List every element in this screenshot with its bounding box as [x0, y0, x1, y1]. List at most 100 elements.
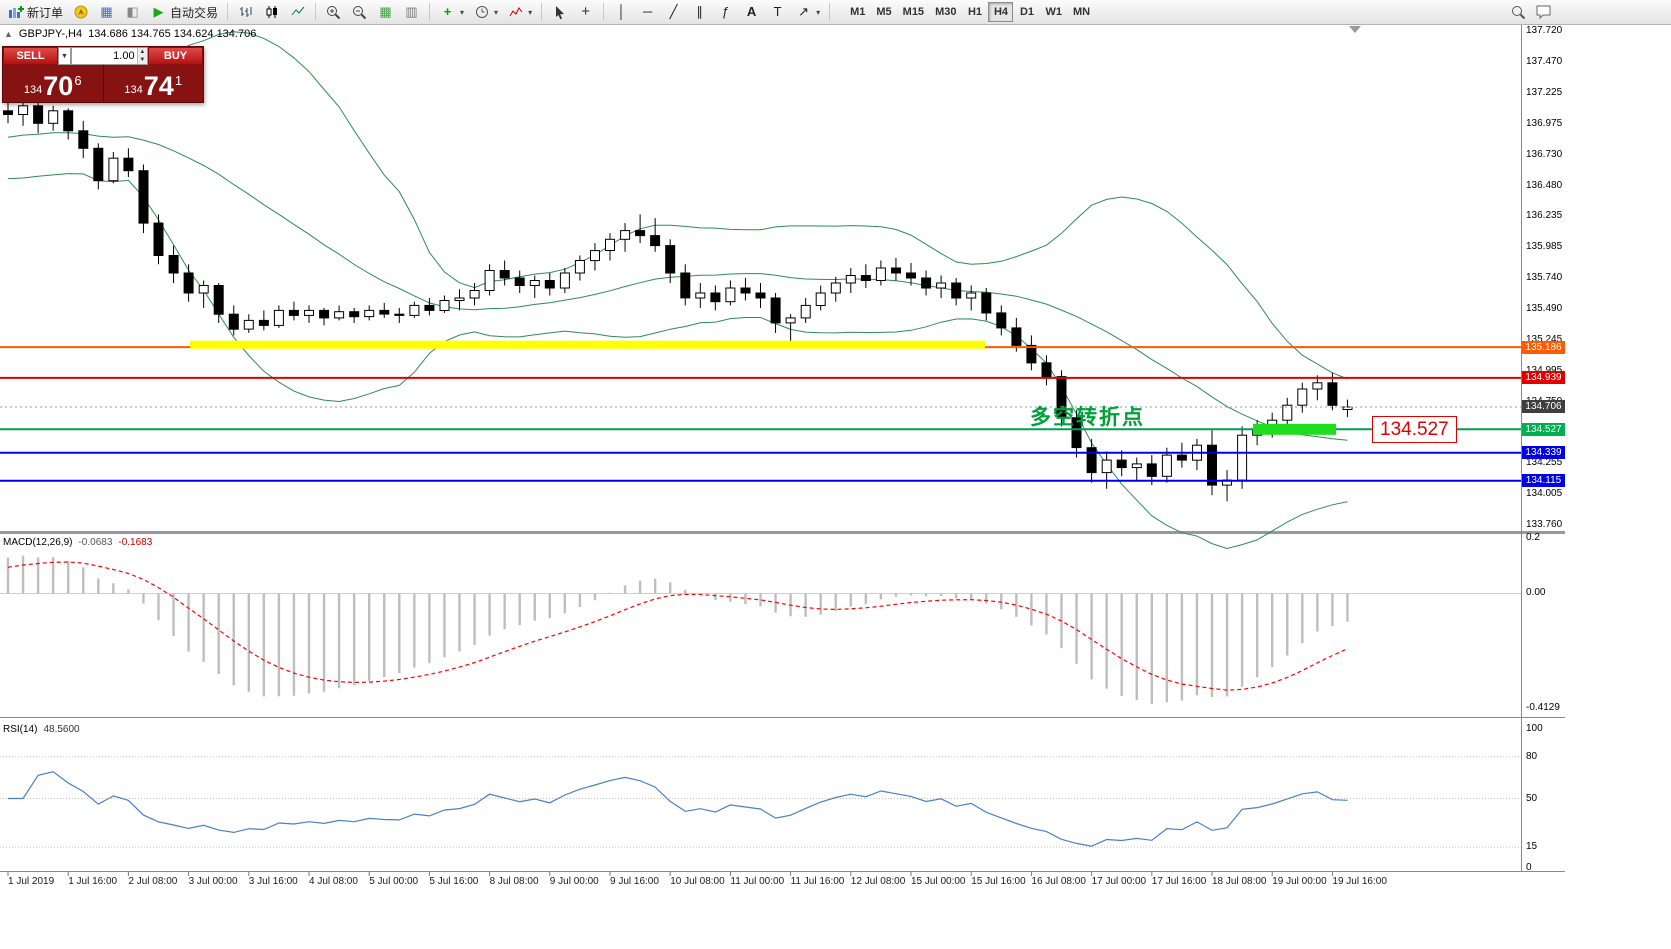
candlestick: [1161, 454, 1172, 477]
chart-shift-button[interactable]: ▥: [399, 2, 424, 23]
fibonacci-icon: ƒ: [721, 4, 730, 19]
ask-price-button[interactable]: 134 74 1: [103, 65, 203, 102]
zoom-in-icon: [325, 4, 342, 20]
timeframe-m30-button[interactable]: M30: [930, 2, 961, 22]
buy-button[interactable]: BUY: [148, 47, 203, 65]
price-marker-134.939: 134.939: [1522, 371, 1565, 385]
volume-input[interactable]: [72, 48, 137, 64]
candlestick: [845, 275, 856, 284]
price-callout-label[interactable]: 134.527: [1372, 415, 1457, 443]
candlestick: [906, 272, 916, 279]
candlestick: [123, 157, 134, 172]
zoom-out-button[interactable]: [347, 2, 372, 23]
crosshair-icon: +: [581, 3, 590, 20]
shapes-dropdown-button[interactable]: ↗ ▾: [791, 2, 824, 23]
chart-canvas[interactable]: [0, 25, 1565, 890]
volume-stepper[interactable]: ▲ ▼: [136, 48, 147, 64]
line-chart-button[interactable]: [285, 2, 310, 23]
price-marker-134.339: 134.339: [1522, 446, 1565, 460]
bar-chart-button[interactable]: [233, 2, 258, 23]
candlestick: [680, 272, 691, 299]
price-tick-label: 137.720: [1526, 25, 1563, 36]
new-order-button[interactable]: 新订单: [3, 2, 67, 23]
zoom-in-button[interactable]: [321, 2, 346, 23]
yellow-resistance-zone[interactable]: [190, 340, 985, 349]
timeframe-w1-button[interactable]: W1: [1040, 2, 1067, 22]
plus-icon: +: [443, 4, 452, 19]
candlestick-chart-button[interactable]: [259, 2, 284, 23]
green-support-zone[interactable]: [1253, 423, 1336, 435]
timeframe-m1-button[interactable]: M1: [845, 2, 870, 22]
timeframe-h4-button[interactable]: H4: [988, 2, 1014, 22]
ask-pipette: 1: [174, 73, 183, 88]
panel-splitter[interactable]: [0, 531, 1565, 534]
text-label-button[interactable]: T: [765, 2, 790, 23]
bid-prefix: 134: [23, 84, 43, 96]
candlestick: [1086, 447, 1097, 474]
candlestick: [334, 311, 345, 319]
time-axis-label: 17 Jul 16:00: [1151, 876, 1207, 887]
candlestick: [1041, 362, 1052, 377]
bid-price-button[interactable]: 134 70 6: [3, 65, 104, 102]
time-axis-label: 2 Jul 08:00: [128, 876, 178, 887]
fibonacci-button[interactable]: ƒ: [713, 2, 738, 23]
timeframe-mn-button[interactable]: MN: [1068, 2, 1095, 22]
time-axis-label: 4 Jul 08:00: [309, 876, 358, 887]
time-axis-label: 1 Jul 2019: [8, 876, 55, 887]
time-axis-label: 11 Jul 16:00: [790, 876, 845, 887]
timeframe-m15-button[interactable]: M15: [898, 2, 929, 22]
search-button[interactable]: [1506, 2, 1531, 23]
vertical-line-button[interactable]: │: [609, 2, 634, 23]
candlestick: [349, 311, 360, 318]
stepper-up-icon[interactable]: ▲: [137, 48, 147, 56]
timeframe-m5-button[interactable]: M5: [871, 2, 896, 22]
tile-windows-button[interactable]: ▦: [373, 2, 398, 23]
search-icon: [1510, 4, 1527, 20]
cursor-arrow-icon: [551, 4, 568, 20]
period-dropdown-button[interactable]: ▾: [469, 2, 502, 23]
candlestick-chart-icon: [263, 4, 280, 20]
channel-button[interactable]: ∥: [687, 2, 712, 23]
one-click-toggle[interactable]: ▲: [4, 29, 13, 39]
toolbar-separator: [227, 3, 229, 21]
macd-scale-label: 0.2: [1526, 532, 1540, 543]
timeframe-d1-button[interactable]: D1: [1014, 2, 1039, 22]
toolbar-separator: [603, 3, 605, 21]
price-marker-134.527: 134.527: [1522, 422, 1565, 436]
candlestick: [108, 157, 119, 182]
stepper-down-icon[interactable]: ▼: [137, 56, 147, 64]
time-axis-label: 12 Jul 08:00: [850, 876, 906, 887]
trendline-button[interactable]: ╱: [661, 2, 686, 23]
price-marker-135.186: 135.186: [1522, 340, 1565, 354]
cursor-button[interactable]: [547, 2, 572, 23]
crosshair-button[interactable]: +: [573, 2, 598, 23]
horizontal-line-button[interactable]: ─: [635, 2, 660, 23]
time-axis-label: 19 Jul 00:00: [1272, 876, 1327, 887]
macd-scale-label: -0.4129: [1526, 702, 1560, 713]
sell-button[interactable]: SELL: [3, 47, 58, 65]
price-tick-label: 137.470: [1526, 56, 1563, 68]
candlestick: [740, 287, 751, 294]
candlestick: [830, 282, 841, 294]
time-axis-label: 5 Jul 00:00: [369, 876, 419, 887]
volume-dropdown[interactable]: ▼: [58, 47, 71, 65]
market-watch-button[interactable]: ▦: [94, 2, 119, 23]
timeframe-h1-button[interactable]: H1: [962, 2, 987, 22]
chart-shift-marker[interactable]: [1349, 26, 1361, 33]
template-dropdown-button[interactable]: ▾: [503, 2, 536, 23]
bollinger-middle-band: [7, 132, 1348, 441]
data-window-button[interactable]: ◧: [120, 2, 145, 23]
candlestick: [785, 317, 796, 324]
chat-button[interactable]: [1531, 2, 1556, 23]
price-tick-label: 137.225: [1526, 86, 1563, 98]
add-indicator-button[interactable]: + ▾: [435, 2, 468, 23]
time-axis-label: 3 Jul 16:00: [248, 876, 298, 887]
ask-prefix: 134: [124, 84, 143, 96]
text-button[interactable]: A: [739, 2, 764, 23]
chart-window[interactable]: ▲ GBPJPY-,H4 134.686 134.765 134.624 134…: [0, 25, 1671, 949]
chart-text-annotation[interactable]: 多空转折点: [1030, 405, 1145, 429]
candlestick: [1207, 444, 1217, 486]
autotrade-button[interactable]: ▶ 自动交易: [146, 2, 222, 23]
candlestick: [469, 290, 480, 299]
mql5-community-button[interactable]: [68, 2, 93, 23]
